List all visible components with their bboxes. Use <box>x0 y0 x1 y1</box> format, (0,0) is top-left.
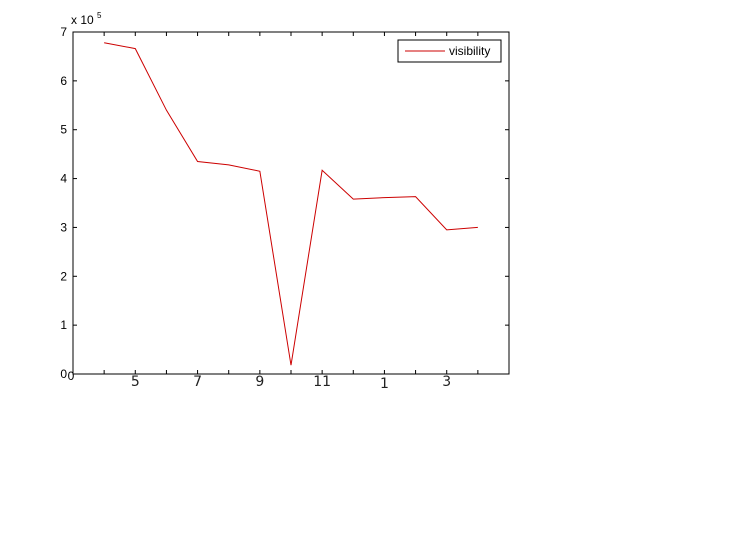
y-tick-label: 0 <box>60 367 67 381</box>
x-tick-label: 11 <box>313 374 331 390</box>
legend-box <box>397 39 502 63</box>
y-axis-ticks: 0 1 2 3 4 5 6 7 <box>60 25 509 381</box>
x-tick-label: 7 <box>193 374 202 390</box>
y-tick-label: 5 <box>60 123 67 137</box>
x-axis-ticks: 0 5 7 9 11 1 3 <box>68 32 479 392</box>
y-tick-label: 7 <box>60 25 67 39</box>
y-axis-exponent-label: x 10 5 <box>71 11 102 27</box>
x-tick-label: 0 <box>68 369 75 383</box>
series-line-visibility <box>104 42 478 366</box>
y-tick-label: 1 <box>60 318 67 332</box>
y-tick-label: 6 <box>60 74 67 88</box>
x-tick-label: 5 <box>131 374 140 390</box>
legend: visibility <box>397 39 502 63</box>
y-tick-label: 3 <box>60 220 67 234</box>
legend-label-visibility: visibility <box>449 44 490 58</box>
y-exponent-base: x 10 <box>71 13 94 27</box>
y-tick-label: 2 <box>60 269 67 283</box>
y-exponent-power: 5 <box>97 11 102 20</box>
y-tick-label: 4 <box>60 172 67 186</box>
x-tick-label: 3 <box>442 374 451 390</box>
plot-area <box>72 31 510 375</box>
x-tick-label: 1 <box>380 376 389 392</box>
x-tick-label: 9 <box>255 374 264 390</box>
series-group <box>104 42 478 366</box>
